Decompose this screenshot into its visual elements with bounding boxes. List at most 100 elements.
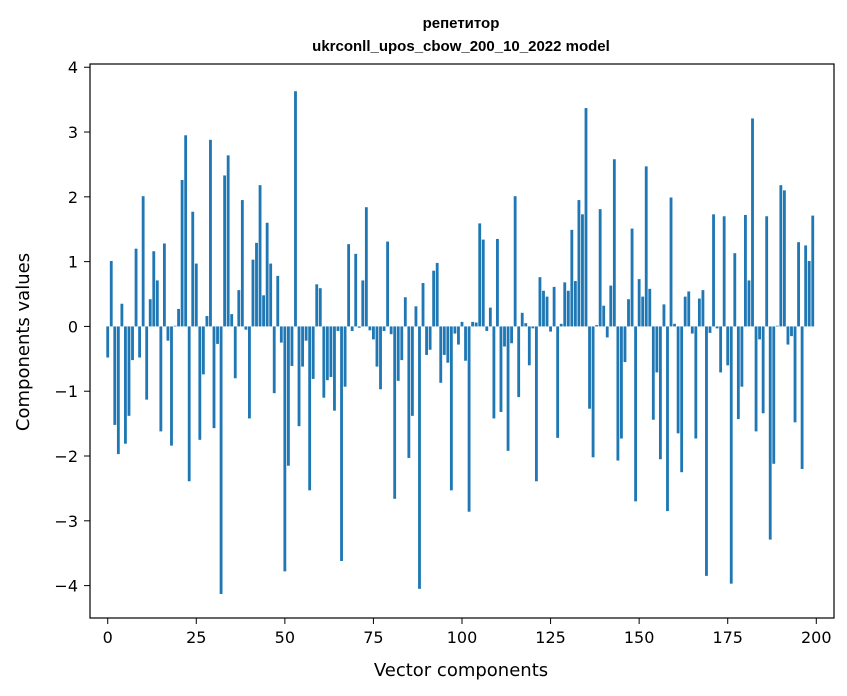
bar-23: [187, 326, 191, 482]
bar-144: [616, 326, 620, 461]
bar-131: [570, 229, 574, 327]
y-tick-label: −3: [54, 512, 78, 531]
bar-26: [198, 326, 202, 440]
bar-143: [612, 159, 616, 327]
bar-156: [658, 326, 662, 460]
bar-55: [301, 326, 304, 367]
x-tick-label: 200: [801, 628, 832, 647]
bar-130: [566, 290, 570, 327]
x-tick-label: 175: [712, 628, 743, 647]
y-tick-label: 2: [68, 188, 78, 207]
bar-60: [318, 288, 322, 327]
bar-14: [155, 280, 159, 327]
bar-165: [690, 326, 694, 334]
bar-128: [559, 323, 563, 327]
y-tick-label: −4: [54, 577, 78, 596]
bar-43: [258, 185, 262, 327]
bar-3: [116, 326, 120, 455]
y-tick-label: 3: [68, 123, 78, 142]
bar-92: [432, 270, 436, 327]
bar-0: [106, 326, 110, 358]
bar-142: [609, 285, 613, 327]
bar-80: [389, 326, 393, 335]
bar-199: [811, 215, 815, 327]
bar-127: [556, 326, 560, 438]
bar-51: [286, 326, 290, 466]
bar-183: [754, 326, 758, 432]
x-tick-label: 150: [624, 628, 655, 647]
bar-181: [747, 280, 751, 327]
bar-197: [804, 245, 808, 327]
bar-44: [262, 295, 266, 327]
bar-104: [474, 322, 478, 327]
bar-120: [531, 326, 535, 329]
y-tick-label: −2: [54, 447, 78, 466]
bar-170: [708, 326, 712, 333]
chart-title-line2: ukrconll_upos_cbow_200_10_2022 model: [312, 38, 610, 55]
bar-187: [768, 326, 772, 540]
bar-52: [290, 326, 294, 366]
y-tick-label: −1: [54, 382, 78, 401]
x-tick-label: 125: [535, 628, 566, 647]
bar-70: [354, 253, 358, 327]
bar-129: [563, 282, 567, 327]
bar-34: [226, 155, 230, 327]
bar-30: [212, 326, 216, 429]
bar-31: [216, 326, 219, 344]
bar-67: [343, 326, 347, 387]
bar-119: [527, 326, 531, 366]
bar-140: [602, 305, 606, 327]
bar-35: [230, 314, 234, 327]
bar-141: [605, 326, 609, 338]
bar-64: [333, 326, 336, 411]
y-tick-label: 1: [68, 253, 78, 272]
bar-152: [644, 166, 648, 327]
chart-title-line1: репетитор: [423, 15, 500, 32]
x-tick-label: 0: [103, 628, 113, 647]
bar-76: [375, 326, 379, 367]
bar-37: [237, 290, 241, 327]
bar-110: [496, 238, 499, 327]
bar-138: [595, 325, 599, 327]
bar-72: [361, 280, 365, 327]
bar-194: [793, 326, 797, 423]
bar-93: [435, 262, 439, 327]
bar-78: [382, 326, 386, 331]
bar-5: [124, 326, 127, 444]
bar-6: [127, 326, 131, 416]
bar-162: [680, 326, 684, 473]
bar-28: [205, 316, 209, 327]
bar-101: [464, 326, 467, 361]
bar-27: [201, 326, 205, 375]
bar-126: [552, 286, 556, 327]
bar-182: [751, 118, 754, 327]
bar-58: [311, 326, 315, 379]
bar-50: [283, 326, 287, 572]
bar-115: [513, 196, 517, 327]
bar-125: [549, 326, 552, 332]
bar-15: [159, 326, 163, 432]
bar-163: [683, 296, 687, 327]
x-tick-label: 50: [275, 628, 295, 647]
bar-96: [446, 326, 450, 363]
bar-10: [141, 196, 145, 327]
bar-111: [499, 326, 503, 412]
bar-169: [705, 326, 708, 576]
bar-185: [761, 326, 765, 414]
bar-186: [765, 216, 769, 327]
bar-134: [581, 214, 584, 327]
y-axis-ticks: −4 −3 −2 −1 0 1 2 3 4: [54, 58, 90, 596]
bar-81: [393, 326, 397, 499]
bar-108: [488, 307, 492, 327]
bar-148: [630, 228, 634, 327]
bar-106: [481, 239, 485, 327]
bar-175: [726, 326, 730, 366]
bar-123: [542, 290, 545, 327]
bar-89: [421, 283, 425, 327]
bar-102: [467, 326, 471, 512]
bar-91: [428, 326, 432, 350]
bar-167: [697, 298, 701, 327]
bar-159: [669, 197, 673, 327]
bar-49: [279, 326, 283, 343]
bar-164: [687, 291, 691, 327]
